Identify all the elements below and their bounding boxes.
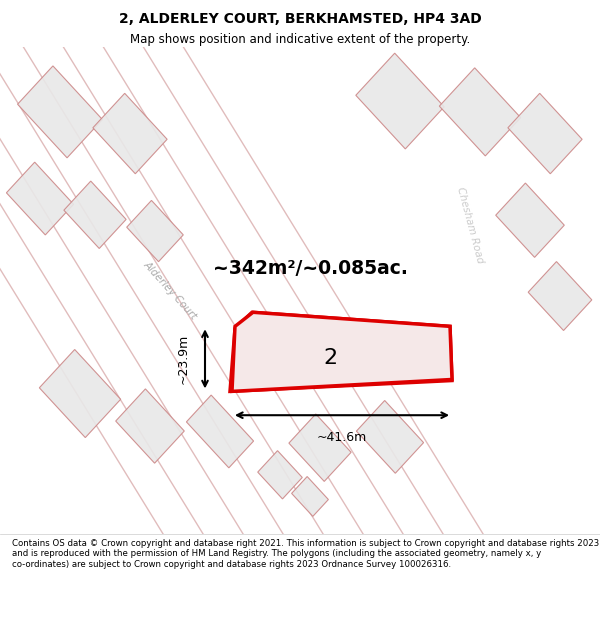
Polygon shape bbox=[64, 181, 126, 249]
Text: 2, ALDERLEY COURT, BERKHAMSTED, HP4 3AD: 2, ALDERLEY COURT, BERKHAMSTED, HP4 3AD bbox=[119, 12, 481, 26]
Polygon shape bbox=[258, 451, 302, 499]
Polygon shape bbox=[93, 93, 167, 174]
Text: ~342m²/~0.085ac.: ~342m²/~0.085ac. bbox=[212, 259, 407, 279]
Polygon shape bbox=[116, 389, 184, 463]
Polygon shape bbox=[187, 395, 254, 468]
Text: Chesham Road: Chesham Road bbox=[455, 186, 485, 265]
Text: Alderley Court: Alderley Court bbox=[142, 259, 199, 322]
Polygon shape bbox=[356, 53, 444, 149]
Polygon shape bbox=[230, 312, 452, 391]
Polygon shape bbox=[232, 312, 452, 391]
Polygon shape bbox=[528, 262, 592, 331]
Polygon shape bbox=[439, 68, 521, 156]
Text: ~41.6m: ~41.6m bbox=[317, 431, 367, 444]
Polygon shape bbox=[17, 66, 103, 158]
Polygon shape bbox=[356, 401, 424, 473]
Polygon shape bbox=[496, 183, 564, 258]
Polygon shape bbox=[7, 162, 74, 235]
Polygon shape bbox=[292, 476, 328, 516]
Polygon shape bbox=[127, 201, 183, 262]
Polygon shape bbox=[40, 349, 121, 438]
Text: ~23.9m: ~23.9m bbox=[177, 334, 190, 384]
Text: Map shows position and indicative extent of the property.: Map shows position and indicative extent… bbox=[130, 32, 470, 46]
Text: 2: 2 bbox=[323, 348, 337, 368]
Polygon shape bbox=[289, 414, 351, 481]
Text: Contains OS data © Crown copyright and database right 2021. This information is : Contains OS data © Crown copyright and d… bbox=[12, 539, 599, 569]
Polygon shape bbox=[508, 93, 582, 174]
